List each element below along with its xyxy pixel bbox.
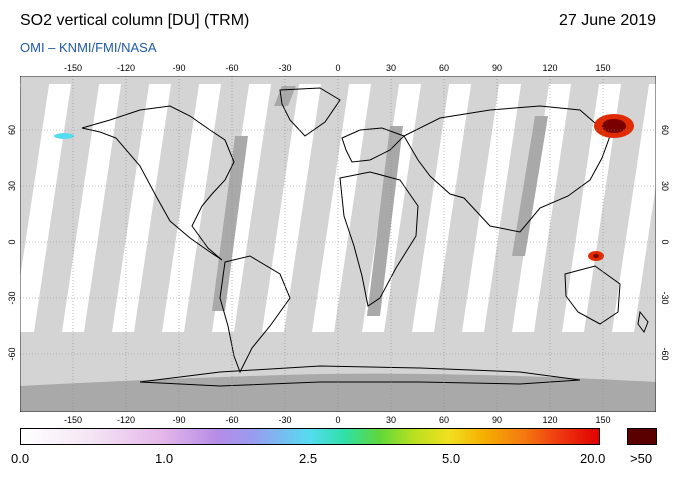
lon-tick: -60: [225, 63, 238, 73]
lon-tick: -30: [278, 415, 291, 425]
south-america: [219, 255, 291, 374]
lat-tick: -30: [660, 291, 670, 304]
asia: [403, 105, 611, 233]
map-title: SO2 vertical column [DU] (TRM): [20, 12, 250, 29]
data-credit: OMI – KNMI/FMI/NASA: [20, 40, 157, 55]
colorbar-label: 1.0: [155, 451, 174, 466]
lon-tick: -150: [64, 415, 82, 425]
lon-tick: 30: [386, 415, 396, 425]
lat-tick: -60: [660, 347, 670, 360]
europe: [341, 127, 405, 163]
graticule: [20, 76, 656, 412]
lon-tick: 60: [439, 63, 449, 73]
lon-ticks-bottom-row: -150 -120 -90 -60 -30 0 30 60 90 120 150: [64, 415, 611, 425]
africa: [339, 171, 419, 307]
saturation-swatch: [627, 428, 657, 445]
australia: [564, 265, 621, 325]
lat-tick: 30: [660, 181, 670, 191]
lat-ticks-right: 60 30 0 -30 -60: [660, 125, 670, 361]
colorbar-label: 2.5: [299, 451, 318, 466]
lon-tick: 90: [492, 415, 502, 425]
lon-tick: 30: [386, 63, 396, 73]
lon-tick: -30: [278, 63, 291, 73]
lat-tick: -30: [7, 291, 17, 304]
so2-plume-arctic: [54, 133, 74, 139]
lon-tick: 90: [492, 63, 502, 73]
antarctica: [139, 365, 581, 387]
lon-tick: 120: [542, 63, 557, 73]
lon-tick: -150: [64, 63, 82, 73]
world-map: -150 -120 -90 -60 -30 0 30 60 90 120 150: [20, 76, 656, 412]
lon-tick: -120: [117, 63, 135, 73]
lat-tick: -60: [7, 347, 17, 360]
lon-tick: 0: [335, 415, 340, 425]
greenland: [279, 87, 341, 137]
lon-tick: -90: [172, 63, 185, 73]
lon-tick: 150: [595, 415, 610, 425]
lon-tick: -90: [172, 415, 185, 425]
lat-tick: 60: [660, 125, 670, 135]
colorbar: [20, 428, 600, 445]
lon-tick: 60: [439, 415, 449, 425]
north-america: [81, 105, 235, 261]
lat-tick: 30: [7, 181, 17, 191]
lat-tick: 60: [7, 125, 17, 135]
lon-tick: 120: [542, 415, 557, 425]
lon-tick: 0: [335, 63, 340, 73]
so2-hotspots: [54, 114, 634, 261]
lon-tick: -120: [117, 415, 135, 425]
lon-tick: 150: [595, 63, 610, 73]
saturation-label: >50: [630, 451, 653, 466]
colorbar-label-min: 0.0: [11, 451, 30, 466]
coastlines: [81, 87, 649, 387]
lat-ticks-left: 60 30 0 -30 -60: [7, 125, 17, 361]
map-date: 27 June 2019: [559, 12, 656, 29]
lon-tick: -60: [225, 415, 238, 425]
new-zealand: [637, 310, 649, 334]
lat-tick: 0: [660, 239, 670, 244]
lat-tick: 0: [7, 239, 17, 244]
lon-ticks-top-row: -150 -120 -90 -60 -30 0 30 60 90 120 150: [64, 63, 611, 73]
colorbar-label: 5.0: [442, 451, 461, 466]
colorbar-label-max: 20.0: [580, 451, 606, 466]
